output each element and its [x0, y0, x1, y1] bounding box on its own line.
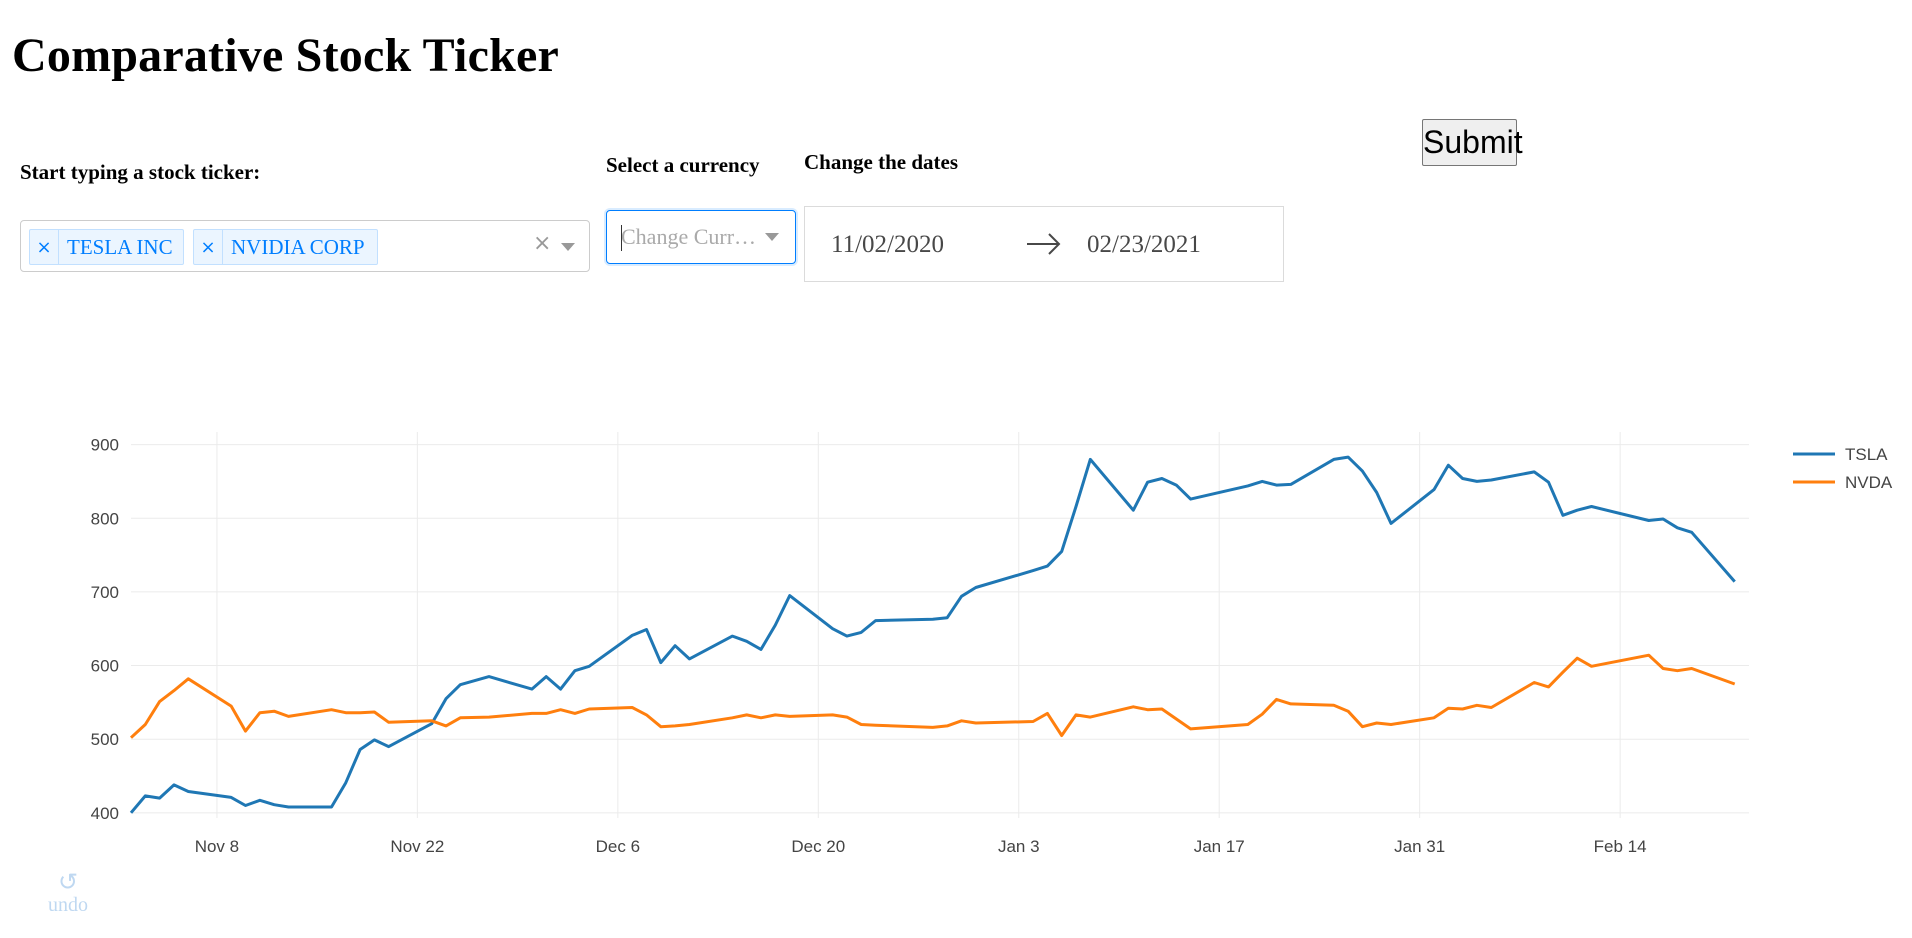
x-tick-label: Dec 6: [596, 837, 640, 856]
chevron-down-icon[interactable]: [561, 243, 575, 251]
x-tick-year-label: 2020: [198, 858, 236, 860]
x-tick-label: Feb 14: [1594, 837, 1647, 856]
chip-label: TESLA INC: [67, 234, 173, 259]
legend-label-tsla: TSLA: [1845, 445, 1888, 464]
chevron-down-icon[interactable]: [765, 233, 779, 241]
arrow-right-icon: [1027, 233, 1061, 255]
series-line-tsla: [129, 455, 1736, 814]
y-tick-label: 600: [91, 657, 119, 676]
y-tick-label: 500: [91, 730, 119, 749]
y-tick-label: 900: [91, 436, 119, 455]
selected-chip-tesla: × TESLA INC: [29, 229, 184, 265]
x-tick-label: Nov 22: [390, 837, 444, 856]
y-tick-label: 700: [91, 583, 119, 602]
x-tick-year-label: 2021: [1000, 858, 1038, 860]
undo-icon: ↺: [57, 868, 79, 896]
submit-button[interactable]: Submit: [1422, 119, 1523, 166]
date-range-picker[interactable]: 11/02/2020 02/23/2021: [804, 206, 1284, 282]
currency-placeholder: Change Currency: [621, 224, 761, 249]
stock-line-chart: 400 500 600 700 800 900 Nov 8 2020 Nov 22 Dec 6 De…: [91, 432, 1893, 860]
y-tick-label: 400: [91, 804, 119, 823]
chip-label: NVIDIA CORP: [231, 234, 365, 259]
clear-all-icon[interactable]: ×: [533, 231, 552, 256]
start-date-input[interactable]: 11/02/2020: [831, 231, 944, 258]
chart-legend[interactable]: TSLA NVDA: [1793, 445, 1893, 492]
chart-grid: [131, 432, 1749, 818]
x-tick-label: Jan 3: [998, 837, 1040, 856]
page-title: Comparative Stock Ticker: [12, 29, 559, 82]
undo-label: undo: [48, 894, 88, 916]
ticker-label: Start typing a stock ticker:: [20, 160, 261, 184]
x-tick-label: Jan 31: [1394, 837, 1445, 856]
series-line-nvda: [129, 653, 1736, 739]
remove-nvidia-icon[interactable]: ×: [194, 230, 223, 264]
y-tick-label: 800: [91, 509, 119, 528]
x-tick-label: Dec 20: [791, 837, 845, 856]
dates-label: Change the dates: [804, 150, 959, 174]
chart-ticks: 400 500 600 700 800 900 Nov 8 2020 Nov 22 Dec 6 De…: [91, 436, 1647, 860]
selected-chip-nvidia: × NVIDIA CORP: [193, 229, 378, 265]
chart-series: [129, 455, 1736, 814]
currency-label: Select a currency: [606, 153, 760, 177]
undo-button[interactable]: ↺ undo: [42, 870, 94, 917]
end-date-input[interactable]: 02/23/2021: [1087, 231, 1201, 258]
text-cursor: [621, 225, 622, 251]
legend-label-nvda: NVDA: [1845, 473, 1893, 492]
ticker-multiselect[interactable]: × TESLA INC × NVIDIA CORP ×: [20, 220, 590, 272]
currency-select[interactable]: Change Currency: [606, 210, 796, 264]
x-tick-label: Jan 17: [1194, 837, 1245, 856]
remove-tesla-icon[interactable]: ×: [30, 230, 59, 264]
x-tick-label: Nov 8: [195, 837, 239, 856]
